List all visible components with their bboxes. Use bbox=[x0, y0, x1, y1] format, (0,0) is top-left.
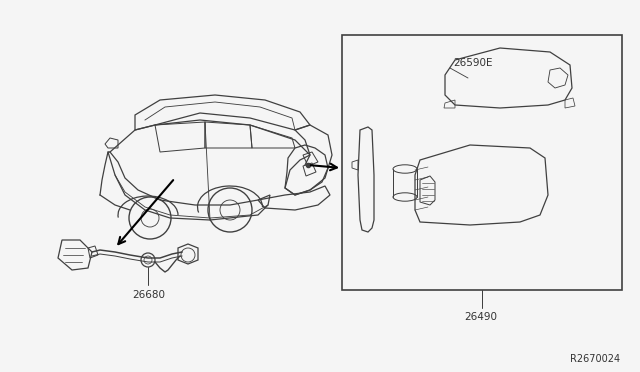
Bar bbox=[342, 35, 622, 290]
Text: 26680: 26680 bbox=[132, 290, 165, 300]
Text: R2670024: R2670024 bbox=[570, 354, 620, 364]
Text: 26490: 26490 bbox=[464, 312, 497, 322]
Text: 26590E: 26590E bbox=[453, 58, 493, 68]
